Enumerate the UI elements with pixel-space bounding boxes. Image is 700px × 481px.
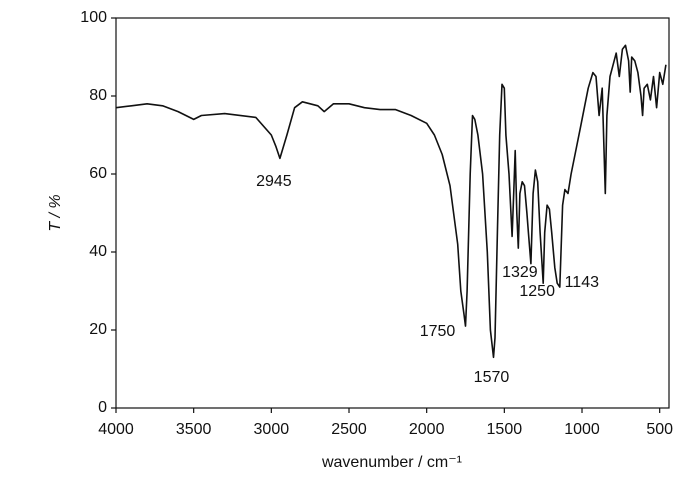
- y-axis-label: T / %: [47, 194, 64, 231]
- peak-label: 1570: [474, 369, 510, 386]
- peak-label: 1250: [519, 283, 555, 300]
- x-tick-label: 3000: [254, 421, 290, 438]
- y-tick-label: 80: [89, 87, 107, 104]
- y-tick-label: 20: [89, 321, 107, 338]
- y-tick-label: 40: [89, 243, 107, 260]
- x-tick-label: 2500: [331, 421, 367, 438]
- peak-label: 1143: [565, 274, 600, 291]
- x-tick-label: 1000: [564, 421, 600, 438]
- plot-frame: [115, 17, 670, 409]
- x-tick-label: 4000: [98, 421, 134, 438]
- y-tick-label: 0: [98, 399, 107, 416]
- peak-label: 1329: [502, 264, 538, 281]
- y-tick-label: 100: [80, 9, 107, 26]
- x-axis-label: wavenumber / cm⁻¹: [321, 454, 462, 471]
- peak-label: 2945: [256, 173, 292, 190]
- peak-label: 1750: [420, 323, 456, 340]
- spectrum-line: [115, 44, 667, 359]
- x-tick-label: 3500: [176, 421, 212, 438]
- x-tick-label: 2000: [409, 421, 445, 438]
- x-tick-label: 500: [646, 421, 673, 438]
- y-tick-label: 60: [89, 165, 107, 182]
- x-tick-label: 1500: [487, 421, 523, 438]
